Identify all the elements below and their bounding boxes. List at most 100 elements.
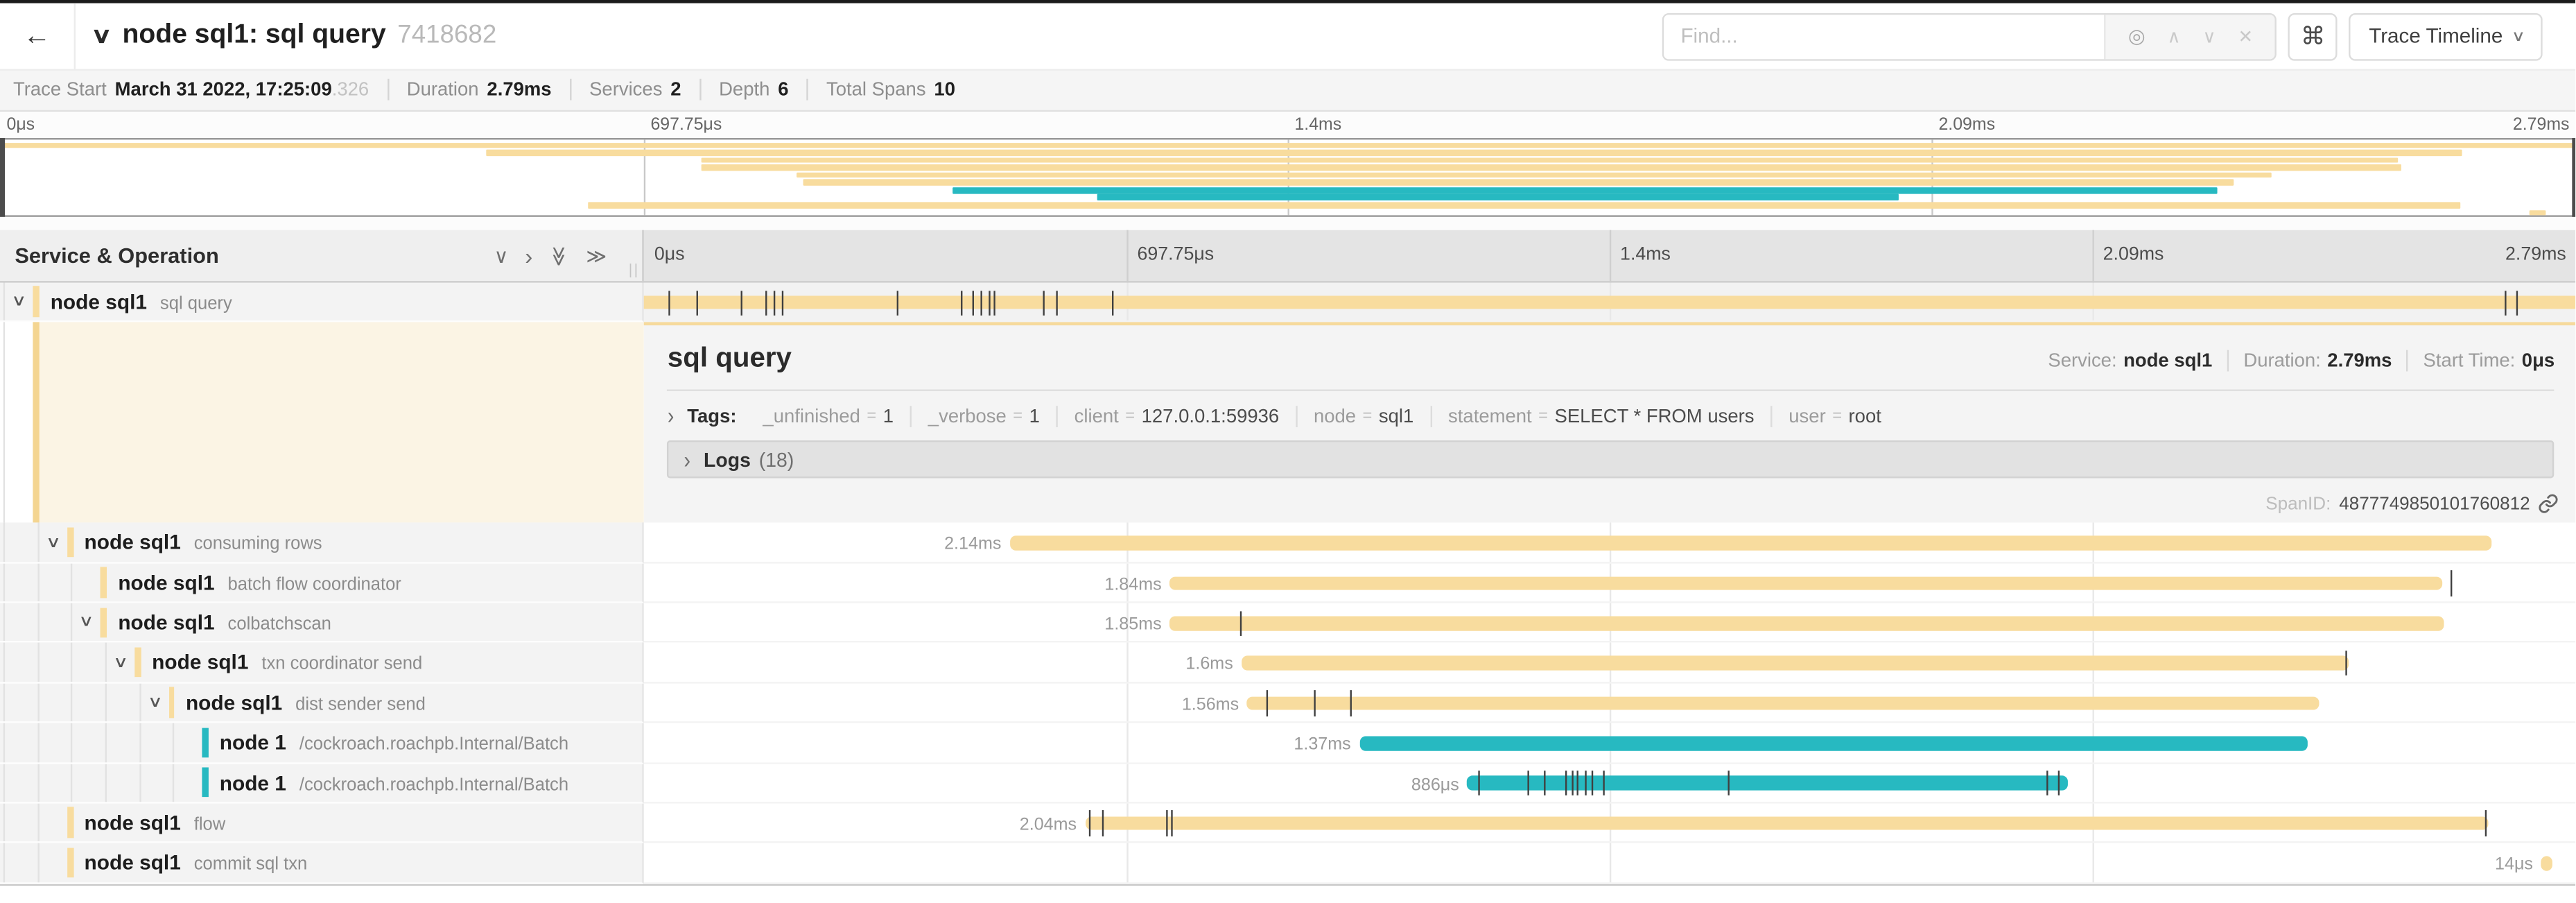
expand-chevron-icon[interactable]: ∨ (79, 613, 95, 632)
span-bar-cell[interactable] (644, 282, 2576, 323)
ruler-divider (1127, 230, 1129, 282)
tag-key: _unfinished (763, 405, 860, 427)
span-service-name: node sql1 consuming rows (84, 531, 322, 555)
focus-match-icon[interactable]: ◎ (2127, 24, 2146, 48)
expand-chevron-icon[interactable]: ∨ (146, 693, 163, 712)
span-bar[interactable] (1241, 656, 2349, 671)
span-tree-cell[interactable]: ∨ node sql1 txn coordinator send (0, 643, 645, 684)
tag-value: root (1848, 405, 1881, 427)
span-row[interactable]: ∨ node sql1 sql query (0, 282, 2576, 323)
span-bar[interactable] (644, 295, 2576, 310)
logs-row[interactable]: › Logs (18) (667, 440, 2555, 479)
minimap-span-bar (487, 149, 2463, 156)
tree-guide-line (3, 523, 6, 562)
expand-all-icon[interactable]: ≫ (586, 243, 607, 268)
prev-match-icon[interactable]: ∧ (2167, 27, 2181, 47)
span-operation-name: colbatchscan (227, 614, 331, 635)
log-marker (1111, 290, 1114, 316)
span-bar[interactable] (1247, 696, 2320, 711)
tag-item: client = 127.0.0.1:59936 (1058, 405, 1298, 427)
span-bar[interactable] (1467, 776, 2069, 791)
log-marker (1165, 811, 1168, 836)
span-row[interactable]: ∨ node sql1 txn coordinator send 1.6ms (0, 643, 2576, 684)
span-bar[interactable] (1169, 576, 2443, 591)
span-tree-cell[interactable]: node sql1 batch flow coordinator (0, 563, 645, 603)
expand-chevron-icon[interactable]: ∨ (112, 653, 129, 672)
span-bar-cell[interactable]: 1.56ms (644, 683, 2576, 723)
tree-guide-line (37, 563, 40, 602)
log-marker (1056, 290, 1058, 316)
tag-item: _unfinished = 1 (747, 405, 912, 427)
span-tree-cell[interactable]: node 1/cockroach.roachpb.Internal/Batch (0, 763, 645, 804)
tree-guide-line (105, 643, 107, 682)
timeline-gridline (2093, 763, 2095, 802)
log-marker (774, 290, 776, 316)
span-row[interactable]: ∨ node sql1 colbatchscan 1.85ms (0, 603, 2576, 644)
span-row[interactable]: ∨ node sql1 consuming rows 2.14ms (0, 523, 2576, 564)
span-tree-cell[interactable]: node sql1 flow (0, 803, 645, 843)
span-bar[interactable] (1359, 736, 2308, 750)
copy-link-icon[interactable] (2538, 494, 2559, 515)
collapse-one-icon[interactable]: ∨ (494, 243, 509, 268)
log-marker (2504, 290, 2507, 316)
span-row[interactable]: node 1/cockroach.roachpb.Internal/Batch 1… (0, 723, 2576, 764)
minimap-canvas[interactable] (0, 137, 2576, 216)
span-color-bar (134, 647, 141, 678)
span-operation-name: batch flow coordinator (227, 574, 401, 595)
span-color-bar (168, 687, 175, 718)
trace-id: 7418682 (397, 21, 497, 49)
collapse-trace-icon[interactable]: ∨ (91, 22, 112, 48)
span-tree-cell[interactable]: ∨ node sql1 colbatchscan (0, 603, 645, 644)
span-tree-cell[interactable]: node sql1 commit sql txn (0, 843, 645, 884)
span-tree-cell[interactable]: ∨ node sql1 consuming rows (0, 523, 645, 564)
span-bar[interactable] (1084, 816, 2489, 831)
span-bar-cell[interactable]: 1.85ms (644, 603, 2576, 644)
log-marker (668, 290, 670, 316)
span-row[interactable]: ∨ node sql1 dist sender send 1.56ms (0, 683, 2576, 723)
minimap-right-drag-handle[interactable] (2571, 137, 2576, 216)
find-input[interactable] (1664, 14, 2105, 59)
span-bar-cell[interactable]: 1.84ms (644, 563, 2576, 603)
tree-guide-line (3, 683, 6, 722)
tag-item: statement = SELECT * FROM users (1431, 405, 1773, 427)
span-tree-cell[interactable]: ∨ node sql1 sql query (0, 282, 645, 323)
next-match-icon[interactable]: ∨ (2202, 27, 2216, 47)
span-color-bar (101, 567, 107, 598)
expand-one-icon[interactable]: › (525, 242, 533, 269)
tags-row[interactable]: › Tags: _unfinished = 1 _verbose = 1 client = 12… (667, 402, 2555, 431)
expand-chevron-icon[interactable]: ∨ (45, 533, 61, 552)
span-bar-cell[interactable]: 14μs (644, 843, 2576, 884)
span-bar-cell[interactable]: 886μs (644, 763, 2576, 804)
span-bar[interactable] (2541, 856, 2553, 870)
keyboard-shortcuts-button[interactable]: ⌘ (2288, 12, 2338, 60)
clear-find-icon[interactable]: ✕ (2238, 27, 2254, 47)
span-duration-label: 1.85ms (1104, 614, 1162, 635)
span-row[interactable]: node sql1 batch flow coordinator 1.84ms (0, 563, 2576, 603)
span-bar[interactable] (1009, 536, 2491, 551)
tree-guide-line (3, 723, 6, 762)
timeline-minimap[interactable]: 0μs 697.75μs 1.4ms 2.09ms 2.79ms (0, 111, 2576, 230)
chevron-right-icon: › (667, 402, 675, 431)
span-row[interactable]: node sql1 commit sql txn 14μs (0, 843, 2576, 884)
tree-guide-line (37, 523, 40, 562)
span-tree-cell[interactable]: ∨ node sql1 dist sender send (0, 683, 645, 723)
span-detail-title: sql query (667, 342, 792, 374)
span-bar-cell[interactable]: 2.14ms (644, 523, 2576, 564)
collapse-all-icon[interactable]: ≫ (548, 245, 571, 266)
minimap-left-drag-handle[interactable] (0, 137, 5, 216)
span-row[interactable]: node sql1 flow 2.04ms (0, 803, 2576, 843)
span-bar-cell[interactable]: 1.37ms (644, 723, 2576, 764)
span-bar[interactable] (1169, 616, 2445, 630)
span-bar-cell[interactable]: 1.6ms (644, 643, 2576, 684)
span-tree-cell[interactable]: node 1/cockroach.roachpb.Internal/Batch (0, 723, 645, 764)
span-service-name: node 1/cockroach.roachpb.Internal/Batch (219, 771, 569, 795)
view-selector-button[interactable]: Trace Timeline ∨ (2349, 12, 2543, 60)
back-button[interactable]: ← (0, 2, 76, 69)
column-resizer-handle[interactable]: || (628, 261, 640, 278)
span-duration-label: 1.84ms (1104, 574, 1162, 595)
expand-chevron-icon[interactable]: ∨ (11, 293, 27, 311)
log-marker (993, 290, 996, 316)
span-row[interactable]: node 1/cockroach.roachpb.Internal/Batch 8… (0, 763, 2576, 804)
find-box: ◎ ∧ ∨ ✕ (1662, 12, 2277, 60)
span-bar-cell[interactable]: 2.04ms (644, 803, 2576, 843)
